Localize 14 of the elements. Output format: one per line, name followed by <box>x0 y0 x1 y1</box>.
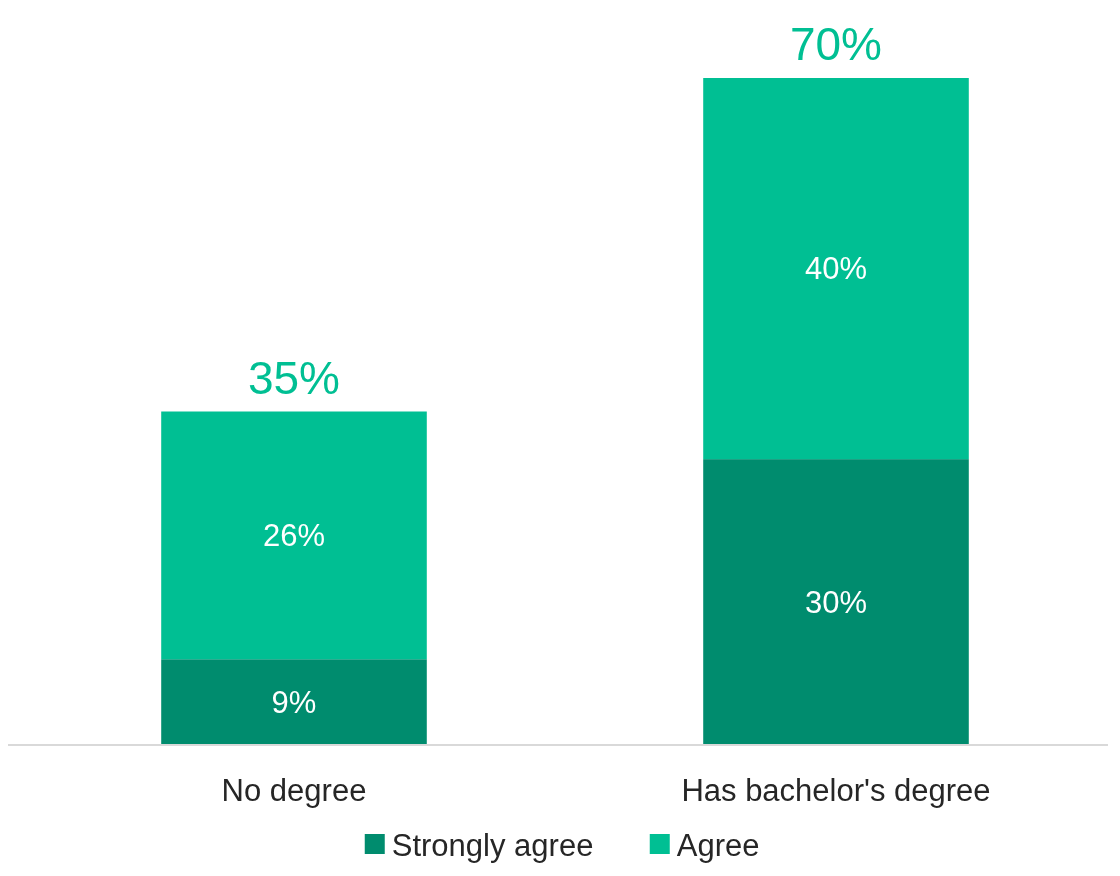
total-label: 35% <box>247 351 341 404</box>
x-tick-label: No degree <box>221 773 367 808</box>
data-label: 40% <box>804 251 868 287</box>
data-label: 30% <box>804 584 868 620</box>
bar <box>161 411 427 660</box>
data-label: 26% <box>262 518 326 554</box>
legend-label: Strongly agree <box>391 828 594 863</box>
bar <box>161 659 427 745</box>
bar <box>703 78 969 460</box>
bar <box>703 459 969 745</box>
x-tick-label: Has bachelor's degree <box>681 773 991 808</box>
legend-label: Agree <box>676 828 760 863</box>
total-label: 70% <box>789 18 883 70</box>
data-label: 9% <box>271 684 317 720</box>
